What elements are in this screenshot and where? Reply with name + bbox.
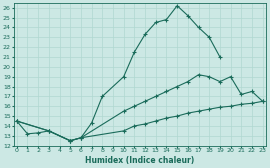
X-axis label: Humidex (Indice chaleur): Humidex (Indice chaleur) (85, 156, 194, 165)
